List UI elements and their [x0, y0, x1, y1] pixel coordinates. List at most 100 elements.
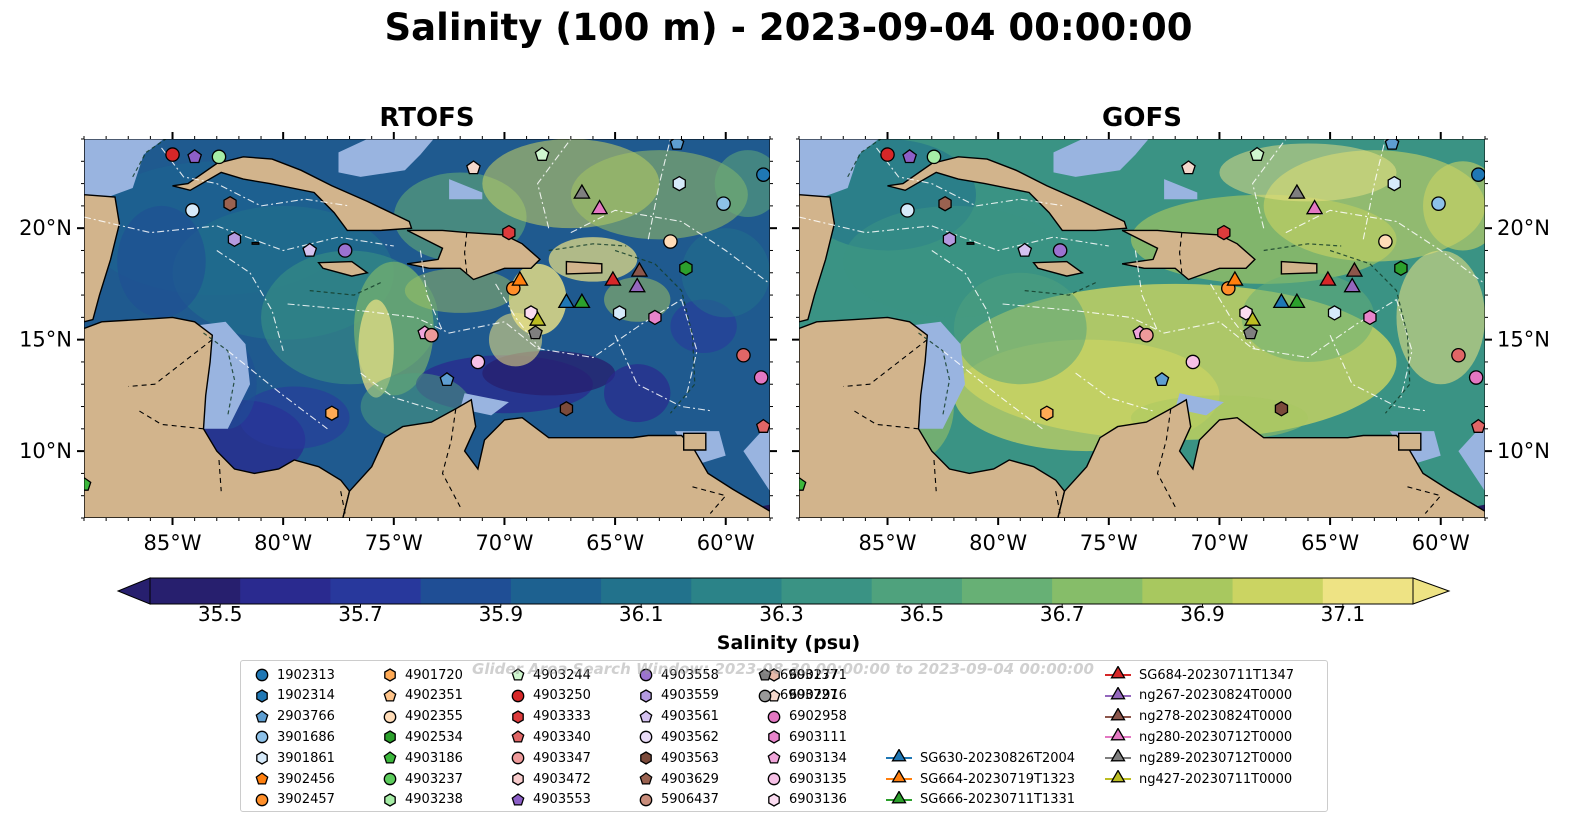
legend-item: 4903237 [381, 769, 463, 789]
legend-marker-pentagon [758, 668, 772, 681]
legend-label: 6902958 [789, 709, 847, 725]
marker-4903553 [902, 148, 918, 164]
land-mass [565, 260, 603, 275]
shelf-region [190, 321, 250, 429]
eez-boundary [84, 216, 394, 252]
colorbar-max-arrow [1412, 577, 1451, 605]
colorbar-tick-label: 36.3 [759, 602, 804, 626]
colorbar-bin [330, 578, 422, 604]
colorbar-tick-label: 36.9 [1180, 602, 1225, 626]
legend-item: 1902314 [253, 686, 335, 706]
land-mass [887, 156, 1128, 232]
legend-item: 4903186 [381, 748, 463, 768]
marker-2903766b [439, 371, 455, 387]
lon-tick-label: 85°W [144, 531, 202, 555]
legend-label: 6902771 [789, 667, 847, 683]
legend-marker-triangle-line [1105, 686, 1131, 700]
salinity-patch [1219, 143, 1397, 202]
legend-item: 4902534 [381, 727, 463, 747]
eez-boundary [1395, 299, 1413, 398]
legend-item: ng278-20230824T0000 [1103, 707, 1292, 727]
legend-item: 3902456 [253, 769, 335, 789]
marker-4903250 [165, 147, 180, 162]
legend-marker-circle [639, 668, 653, 682]
marker-SG684 [1319, 270, 1337, 286]
marker-6903111 [1363, 309, 1377, 326]
legend-label: ng278-20230824T0000 [1139, 709, 1293, 725]
marker-SG664 [1226, 270, 1244, 286]
legend-item: 4903238 [381, 790, 463, 810]
colorbar-tick-label: 35.9 [478, 602, 524, 626]
legend-marker-circle [511, 751, 525, 765]
marker-4903629 [223, 195, 237, 212]
colorbar-tick-label: 36.7 [1039, 602, 1085, 626]
lon-tick-label: 65°W [586, 531, 644, 555]
land-mass [1121, 229, 1256, 281]
land-mass [406, 229, 541, 281]
legend-label: 6903136 [789, 792, 847, 808]
salinity-patch [117, 205, 206, 318]
legend-marker-triangle-line [1105, 749, 1131, 762]
salinity-patch [681, 228, 770, 318]
shelf-region [905, 321, 965, 429]
colorbar-tick-label: 35.7 [338, 602, 383, 626]
marker-ng267 [628, 277, 646, 293]
legend-item: 4903553 [509, 790, 591, 810]
lat-tick-label: 10°N [19, 439, 72, 463]
legend-label: 4902355 [405, 709, 463, 725]
land-mass [683, 432, 707, 451]
land-mass [1280, 260, 1318, 275]
lat-tick-label: 20°N [1497, 216, 1550, 240]
land-mass [1397, 432, 1422, 451]
legend-label: 6903111 [789, 729, 847, 745]
marker-2903766 [669, 139, 685, 150]
eez-boundary [942, 350, 1043, 430]
marker-4903563 [559, 401, 574, 417]
legend-marker-pentagon [511, 792, 525, 806]
marker-4902534 [679, 260, 693, 277]
marker-4903250 [880, 147, 895, 162]
marker-2903766 [1384, 139, 1400, 150]
legend-label: 4903347 [533, 750, 591, 766]
marker-6902916 [1181, 160, 1196, 175]
country-border [464, 232, 468, 273]
legend-item: 1902313 [253, 665, 335, 685]
legend-label: 4903244 [533, 667, 591, 683]
legend-marker-pentagon [511, 730, 525, 743]
salinity-patch [604, 364, 671, 423]
legend-label: 4903558 [661, 667, 719, 683]
legend-item: 4903561 [637, 707, 719, 727]
salinity-patch [358, 299, 394, 398]
legend-item: 4903250 [509, 686, 591, 706]
legend-marker-hexagon [384, 668, 396, 682]
marker-4903238 [926, 149, 942, 165]
marker-3901686b [1431, 196, 1446, 211]
country-border [340, 491, 346, 514]
land-mass [799, 316, 1066, 518]
marker-4903238 [211, 149, 227, 165]
land-mass [1057, 398, 1485, 518]
country-border [441, 408, 461, 508]
marker-ng289 [1288, 183, 1306, 199]
eez-boundary [647, 139, 671, 240]
lon-tick-label: 75°W [1080, 531, 1138, 555]
legend-marker-triangle-line [886, 790, 912, 804]
bathymetry-contour [203, 332, 236, 416]
marker-4903340 [736, 347, 751, 363]
salinity-patch [488, 312, 543, 367]
marker-ng280 [590, 199, 609, 215]
colorbar-label: Salinity (psu) [716, 632, 861, 654]
eez-boundary [227, 350, 328, 430]
legend-label: SG630-20230826T2004 [920, 750, 1076, 766]
marker-6903136 [1239, 305, 1253, 321]
legend-item: 4903340 [509, 727, 591, 747]
legend-marker-circle [767, 710, 781, 723]
legend-label: 4903250 [533, 688, 591, 704]
colorbar-bin [601, 578, 692, 604]
eez-boundary [360, 372, 439, 412]
marker-4903561 [1017, 242, 1033, 257]
legend-item: 3901861 [253, 748, 335, 768]
colorbar-bin [1232, 578, 1324, 604]
land-mass [317, 260, 369, 277]
legend-label: 6903135 [789, 771, 847, 787]
